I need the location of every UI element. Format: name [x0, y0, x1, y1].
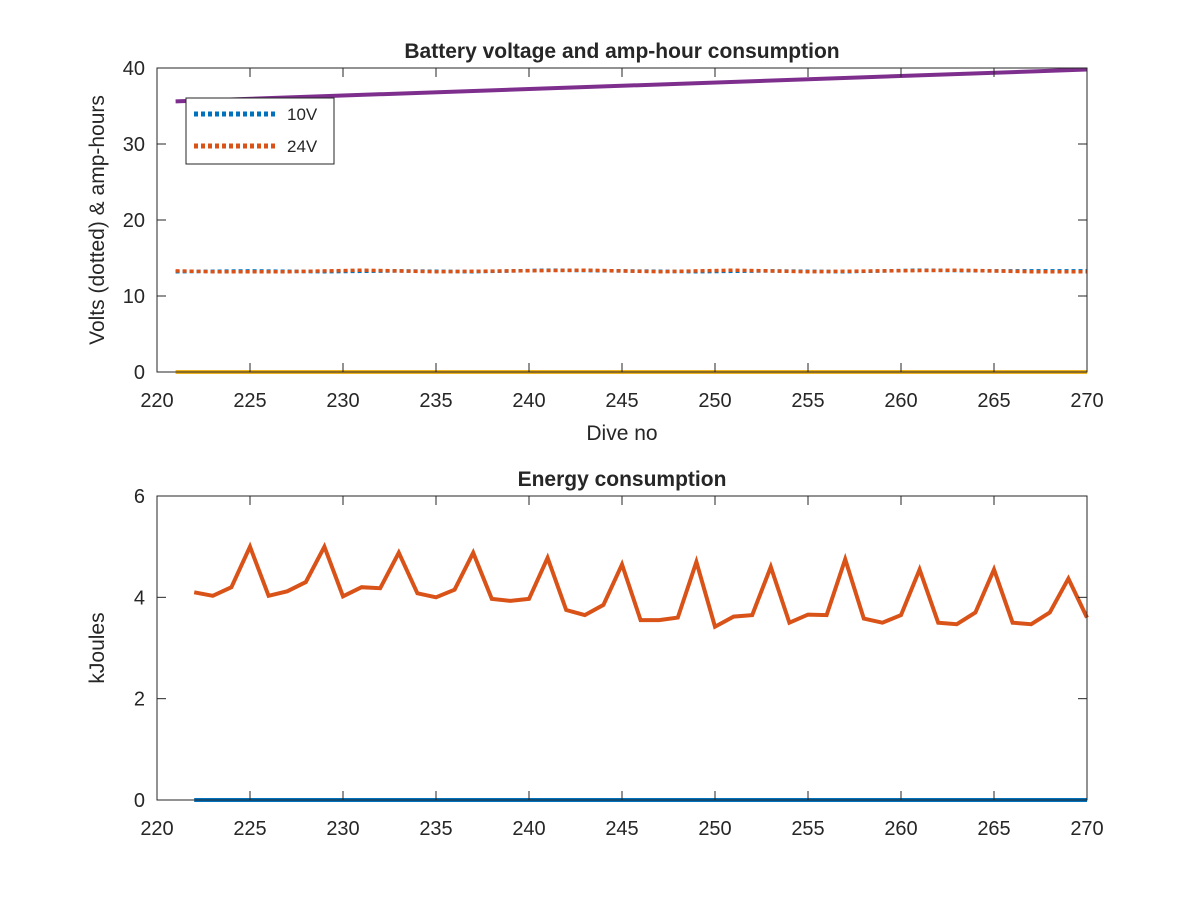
energy-chart-y-tick-label: 0 — [134, 790, 145, 812]
voltage-chart-x-axis-label: Dive no — [586, 422, 657, 445]
energy-chart-x-tick-label: 220 — [140, 818, 173, 840]
legend-label: 24V — [287, 137, 318, 156]
energy-chart-title: Energy consumption — [518, 468, 727, 491]
energy-chart-y-tick-label: 4 — [134, 587, 145, 609]
voltage-chart-y-tick-label: 30 — [123, 134, 145, 156]
energy-chart-y-tick-label: 6 — [134, 486, 145, 508]
energy-chart: 220 225 230 235 240 245 250 255 260 265 270 0 2 4 6 En… — [86, 468, 1104, 840]
energy-chart-x-tick-label: 240 — [512, 818, 545, 840]
energy-chart-x-tick-label: 225 — [233, 818, 266, 840]
voltage-chart-y-axis-label: Volts (dotted) & amp-hours — [86, 95, 109, 345]
voltage-chart-x-tick-label: 240 — [512, 390, 545, 412]
voltage-chart-legend: 10V 24V — [185, 97, 335, 165]
energy-chart-x-tick-label: 255 — [791, 818, 824, 840]
voltage-chart-x-tick-label: 235 — [419, 390, 452, 412]
energy-chart-y-tick-label: 2 — [134, 689, 145, 711]
voltage-chart-x-tick-label: 220 — [140, 390, 173, 412]
voltage-chart-y-tick-label: 0 — [134, 362, 145, 384]
voltage-chart-x-tick-label: 245 — [605, 390, 638, 412]
voltage-chart-title: Battery voltage and amp-hour consumption — [404, 40, 839, 63]
voltage-chart-y-tick-label: 20 — [123, 210, 145, 232]
energy-chart-x-tick-label: 250 — [698, 818, 731, 840]
energy-chart-x-tick-label: 245 — [605, 818, 638, 840]
voltage-chart-series-line-3 — [175, 67, 1088, 104]
legend-label: 10V — [287, 105, 318, 124]
energy-chart-x-tick-label: 235 — [419, 818, 452, 840]
energy-chart-x-tick-label: 270 — [1070, 818, 1103, 840]
energy-chart-ticks: 220 225 230 235 240 245 250 255 260 265 270 0 2 4 6 — [134, 486, 1104, 840]
energy-chart-x-tick-label: 260 — [884, 818, 917, 840]
voltage-chart-x-tick-label: 250 — [698, 390, 731, 412]
voltage-chart-x-tick-label: 255 — [791, 390, 824, 412]
energy-chart-y-axis-label: kJoules — [86, 612, 109, 683]
voltage-chart-x-tick-label: 230 — [326, 390, 359, 412]
voltage-chart-x-tick-label: 270 — [1070, 390, 1103, 412]
voltage-chart-x-tick-label: 265 — [977, 390, 1010, 412]
voltage-chart-x-tick-label: 260 — [884, 390, 917, 412]
energy-chart-series-line-0 — [193, 541, 1089, 630]
voltage-chart-y-tick-label: 40 — [123, 58, 145, 80]
voltage-chart-y-tick-label: 10 — [123, 286, 145, 308]
voltage-chart: 220 225 230 235 240 245 250 255 260 265 270 0 10 20 30… — [86, 40, 1104, 445]
energy-chart-x-tick-label: 230 — [326, 818, 359, 840]
energy-chart-x-tick-label: 265 — [977, 818, 1010, 840]
legend-box — [185, 97, 335, 165]
voltage-chart-ticks: 220 225 230 235 240 245 250 255 260 265 270 0 10 20 30… — [123, 58, 1104, 412]
voltage-chart-x-tick-label: 225 — [233, 390, 266, 412]
